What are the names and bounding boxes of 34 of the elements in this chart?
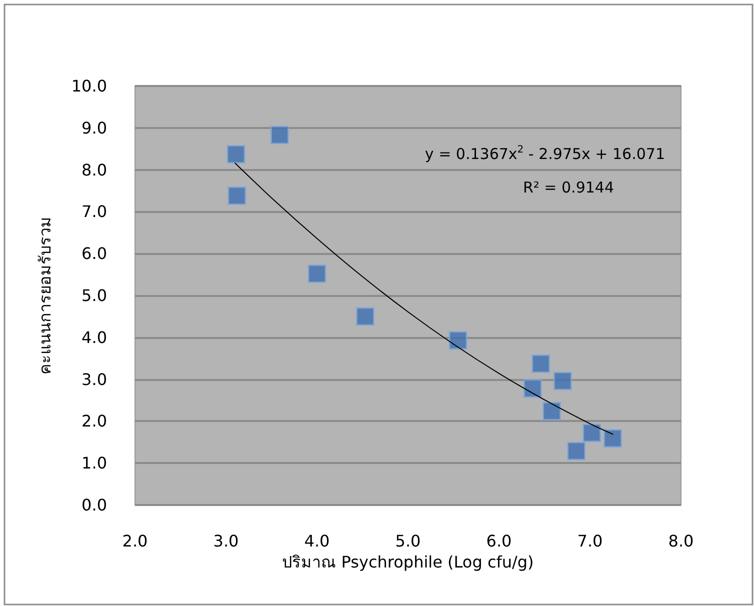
y-axis-title: คะแนนการยอมรับรวม [36, 216, 54, 374]
x-tick-label: 2.0 [122, 532, 148, 550]
point [226, 145, 246, 164]
y-tick-label: 9.0 [82, 118, 107, 138]
x-tick-label: 3.0 [213, 532, 239, 550]
x-axis-title: ปริมาณ Psychrophile (Log cfu/g) [282, 552, 534, 572]
y-tick-label: 3.0 [82, 370, 107, 389]
x-tick-label: 5.0 [395, 532, 421, 550]
x-tick-label: 7.0 [577, 532, 603, 550]
point [582, 424, 602, 442]
y-tick-label: 2.0 [82, 412, 107, 431]
y-tick-label: 4.0 [82, 328, 107, 347]
y-tick-label: 6.0 [82, 244, 107, 264]
point [270, 126, 289, 144]
point [532, 354, 550, 374]
point [448, 331, 468, 350]
y-tick-label: 8.0 [82, 160, 107, 180]
y-tick-label: 5.0 [82, 286, 107, 305]
y-tick-label: 1.0 [82, 454, 107, 473]
point [542, 402, 562, 420]
point [308, 264, 326, 283]
point [228, 186, 246, 206]
x-tick-label: 8.0 [668, 532, 694, 550]
point [553, 372, 572, 390]
point [356, 307, 374, 326]
y-tick-label: 10.0 [71, 76, 107, 96]
point [604, 429, 622, 448]
y-tick-label: 7.0 [82, 202, 107, 222]
point [567, 442, 586, 460]
y-tick-label: 0.0 [82, 496, 107, 514]
point [523, 379, 542, 398]
annotation: R² = 0.9144 [522, 178, 614, 196]
x-tick-label: 6.0 [486, 532, 512, 550]
x-tick-label: 4.0 [304, 532, 330, 550]
